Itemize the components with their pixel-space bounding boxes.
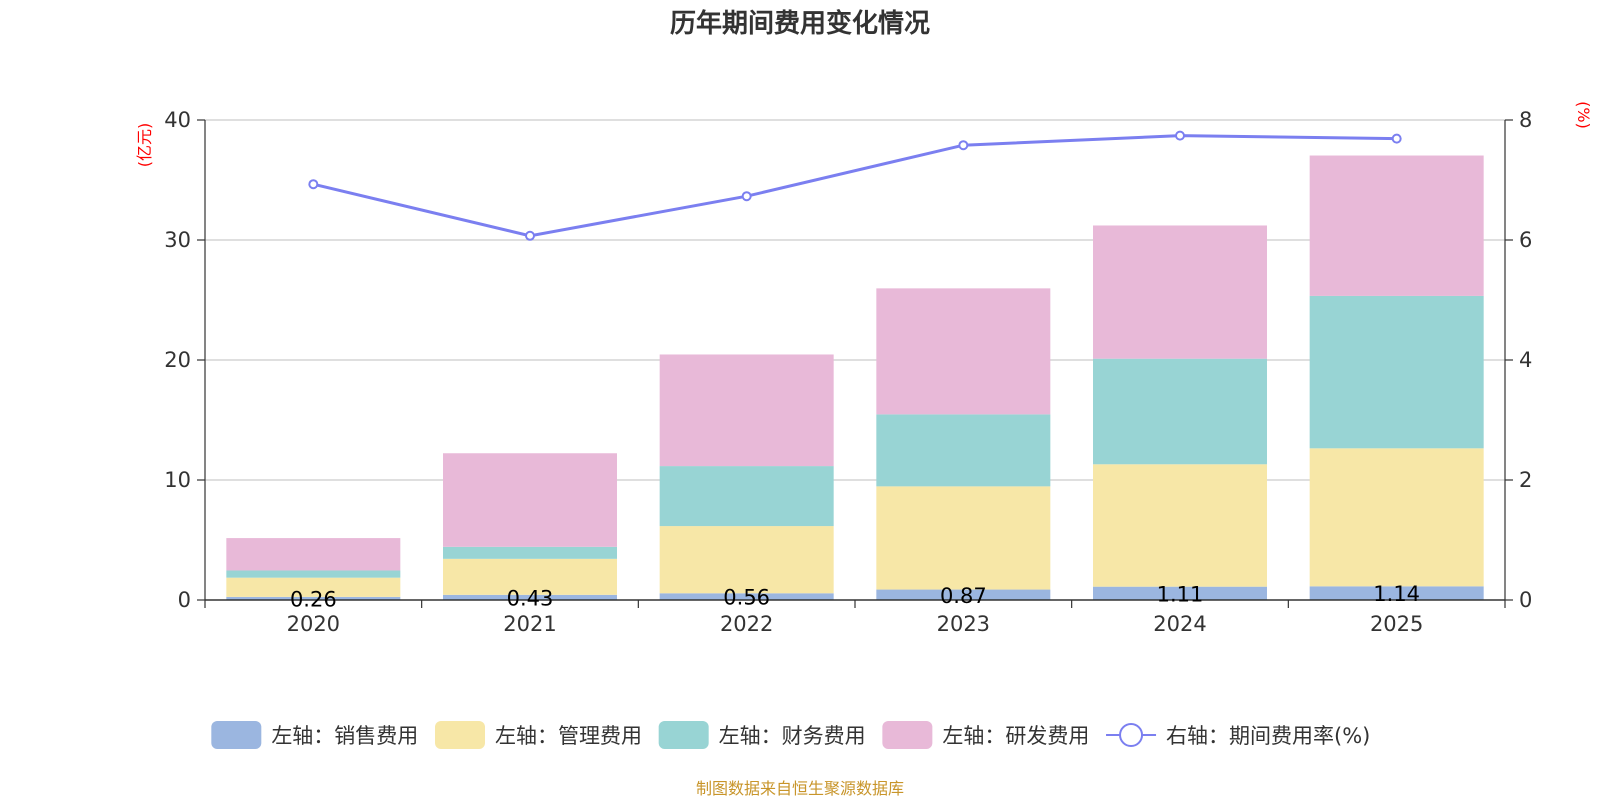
rate-point	[741, 191, 752, 202]
left-axis-tick-label: 40	[164, 108, 191, 132]
data-label: 1.14	[1373, 582, 1420, 606]
x-axis-tick-label: 2024	[1153, 612, 1206, 636]
bar-segment	[1093, 358, 1267, 465]
bar-segment	[443, 453, 617, 547]
bar-segment	[1309, 295, 1484, 449]
legend-line-marker	[1119, 723, 1144, 747]
bar-segment	[876, 589, 1051, 600]
data-label: 0.26	[290, 587, 337, 611]
left-axis-tick-label: 0	[178, 588, 191, 612]
rate-point	[525, 230, 535, 241]
bar-segment	[226, 538, 401, 571]
right-axis-tick-label: 8	[1519, 108, 1532, 132]
left-axis-tick-label: 20	[164, 348, 191, 372]
bar-segment	[659, 354, 834, 467]
data-label: 0.56	[723, 586, 770, 610]
data-label: 1.11	[1157, 582, 1204, 606]
bar-segment	[876, 486, 1051, 590]
right-axis-unit: (%)	[1574, 101, 1593, 129]
rate-point	[958, 140, 969, 151]
bar-segment	[659, 593, 834, 600]
rate-point	[1391, 133, 1402, 144]
legend-swatch	[882, 721, 933, 749]
bar-segment	[659, 526, 834, 594]
x-axis-tick-label: 2022	[720, 612, 773, 636]
rate-point	[308, 179, 319, 190]
bar-segment	[226, 570, 401, 578]
bar-layer	[226, 155, 1484, 600]
right-axis-tick-label: 6	[1519, 228, 1532, 252]
rate-point	[1175, 130, 1185, 141]
right-axis-tick-label: 2	[1519, 468, 1532, 492]
bar-segment	[659, 466, 834, 527]
x-axis-tick-label: 2025	[1370, 612, 1423, 636]
x-axis-tick-label: 2021	[503, 612, 556, 636]
bar-segment	[1093, 464, 1267, 587]
left-axis-tick-label: 10	[164, 468, 191, 492]
rate-line	[312, 134, 1397, 238]
legend-label: 左轴：管理费用	[495, 724, 642, 748]
data-label-layer: 0.26 0.43 0.56 0.87 1.11 1.14	[290, 582, 1420, 611]
legend-label: 左轴：研发费用	[942, 724, 1089, 748]
left-axis-unit: (亿元)	[135, 123, 154, 168]
gridlines	[205, 119, 1505, 481]
bar-segment	[1309, 448, 1484, 587]
legend-swatch	[435, 721, 485, 749]
bar-segment	[1093, 586, 1267, 600]
x-axis-tick-label: 2020	[287, 612, 340, 636]
legend-swatch	[211, 721, 262, 749]
bar-segment	[876, 288, 1051, 415]
legend-label: 左轴：销售费用	[271, 724, 418, 748]
x-axis-tick-label: 2023	[937, 612, 990, 636]
bar-segment	[226, 577, 401, 597]
right-axis-tick-label: 4	[1519, 348, 1532, 372]
legend: 左轴：销售费用 左轴：管理费用 左轴：财务费用 左轴：研发费用 右轴：期间费用率(%)	[211, 721, 1370, 749]
data-label: 0.43	[507, 586, 554, 610]
left-axis-tick-label: 30	[164, 228, 191, 252]
bar-segment	[443, 546, 617, 559]
source-note: 制图数据来自恒生聚源数据库	[696, 779, 904, 798]
right-axis-tick-label: 0	[1519, 588, 1532, 612]
bar-segment	[443, 594, 617, 600]
legend-swatch	[658, 721, 709, 749]
legend-label: 右轴：期间费用率(%)	[1166, 724, 1370, 748]
rate-line-layer	[308, 130, 1402, 241]
bar-segment	[226, 596, 401, 600]
axes: 0 10 20 30 40 0 2 4 6 8 2020 2021 2022 2023 2024 2025	[164, 108, 1532, 636]
bar-segment	[876, 414, 1051, 487]
data-label: 0.87	[940, 584, 987, 608]
bar-segment	[443, 558, 617, 595]
legend-label: 左轴：财务费用	[719, 724, 866, 748]
bar-segment	[1309, 155, 1484, 296]
chart-title: 历年期间费用变化情况	[670, 8, 930, 39]
bar-segment	[1309, 586, 1484, 600]
bar-segment	[1093, 225, 1267, 359]
